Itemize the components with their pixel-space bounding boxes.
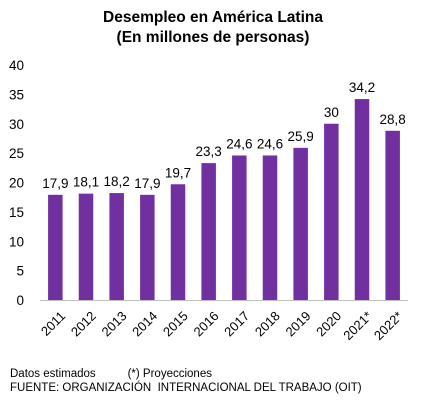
y-tick-label: 10 — [9, 234, 24, 249]
x-tick-label: 2022* — [371, 308, 406, 343]
chart-title: Desempleo en América Latina (En millones… — [0, 8, 426, 48]
bar — [385, 130, 400, 300]
bar — [170, 184, 186, 300]
bar-chart: 0 5 10 15 20 25 30 35 40 17,9 2011 18,1 2012 18,2 2013… — [9, 58, 408, 343]
x-tick-label: 2013 — [99, 308, 130, 339]
footer-source: FUENTE: ORGANIZACIÓN INTERNACIONAL DEL T… — [10, 382, 362, 394]
data-label: 34,2 — [349, 80, 375, 95]
data-label: 17,9 — [42, 176, 68, 191]
x-tick-label: 2020 — [313, 308, 344, 339]
data-label: 18,2 — [104, 174, 130, 189]
bar — [232, 155, 247, 300]
bar — [354, 99, 370, 300]
data-label: 24,6 — [257, 136, 283, 151]
x-tick-label: 2015 — [160, 308, 191, 339]
bar — [109, 193, 124, 300]
y-tick-label: 20 — [9, 176, 24, 191]
x-tick-label: 2019 — [283, 308, 314, 339]
x-tick-label: 2011 — [38, 308, 68, 338]
bar — [324, 123, 339, 300]
footer-note: Datos estimados (*) Proyecciones — [10, 368, 212, 380]
y-tick-label: 40 — [9, 58, 24, 73]
y-tick-label: 25 — [9, 146, 24, 161]
data-label: 17,9 — [134, 176, 160, 191]
chart-title-line1: Desempleo en América Latina — [103, 9, 323, 26]
bar — [293, 147, 308, 300]
y-tick-label: 35 — [9, 87, 24, 102]
x-tick-label: 2018 — [252, 308, 283, 339]
data-label: 25,9 — [288, 129, 314, 144]
bar — [48, 194, 63, 300]
data-label: 18,1 — [73, 175, 99, 190]
y-tick-label: 5 — [16, 264, 24, 279]
bar — [140, 194, 155, 300]
y-tick-label: 30 — [9, 117, 24, 132]
x-tick-label: 2012 — [68, 308, 99, 339]
bar — [201, 163, 216, 300]
y-tick-label: 0 — [16, 293, 24, 308]
x-tick-label: 2021* — [340, 308, 375, 343]
data-label: 28,8 — [380, 112, 406, 127]
x-tick-label: 2016 — [191, 308, 222, 339]
y-tick-label: 15 — [9, 205, 24, 220]
chart-title-line2: (En millones de personas) — [116, 29, 310, 46]
data-label: 24,6 — [226, 136, 252, 151]
data-label: 19,7 — [165, 165, 191, 180]
data-label: 30 — [324, 105, 339, 120]
data-label: 23,3 — [196, 144, 222, 159]
x-tick-label: 2017 — [221, 308, 252, 339]
bar — [262, 155, 278, 300]
bar — [78, 193, 94, 300]
x-tick-label: 2014 — [129, 308, 160, 339]
